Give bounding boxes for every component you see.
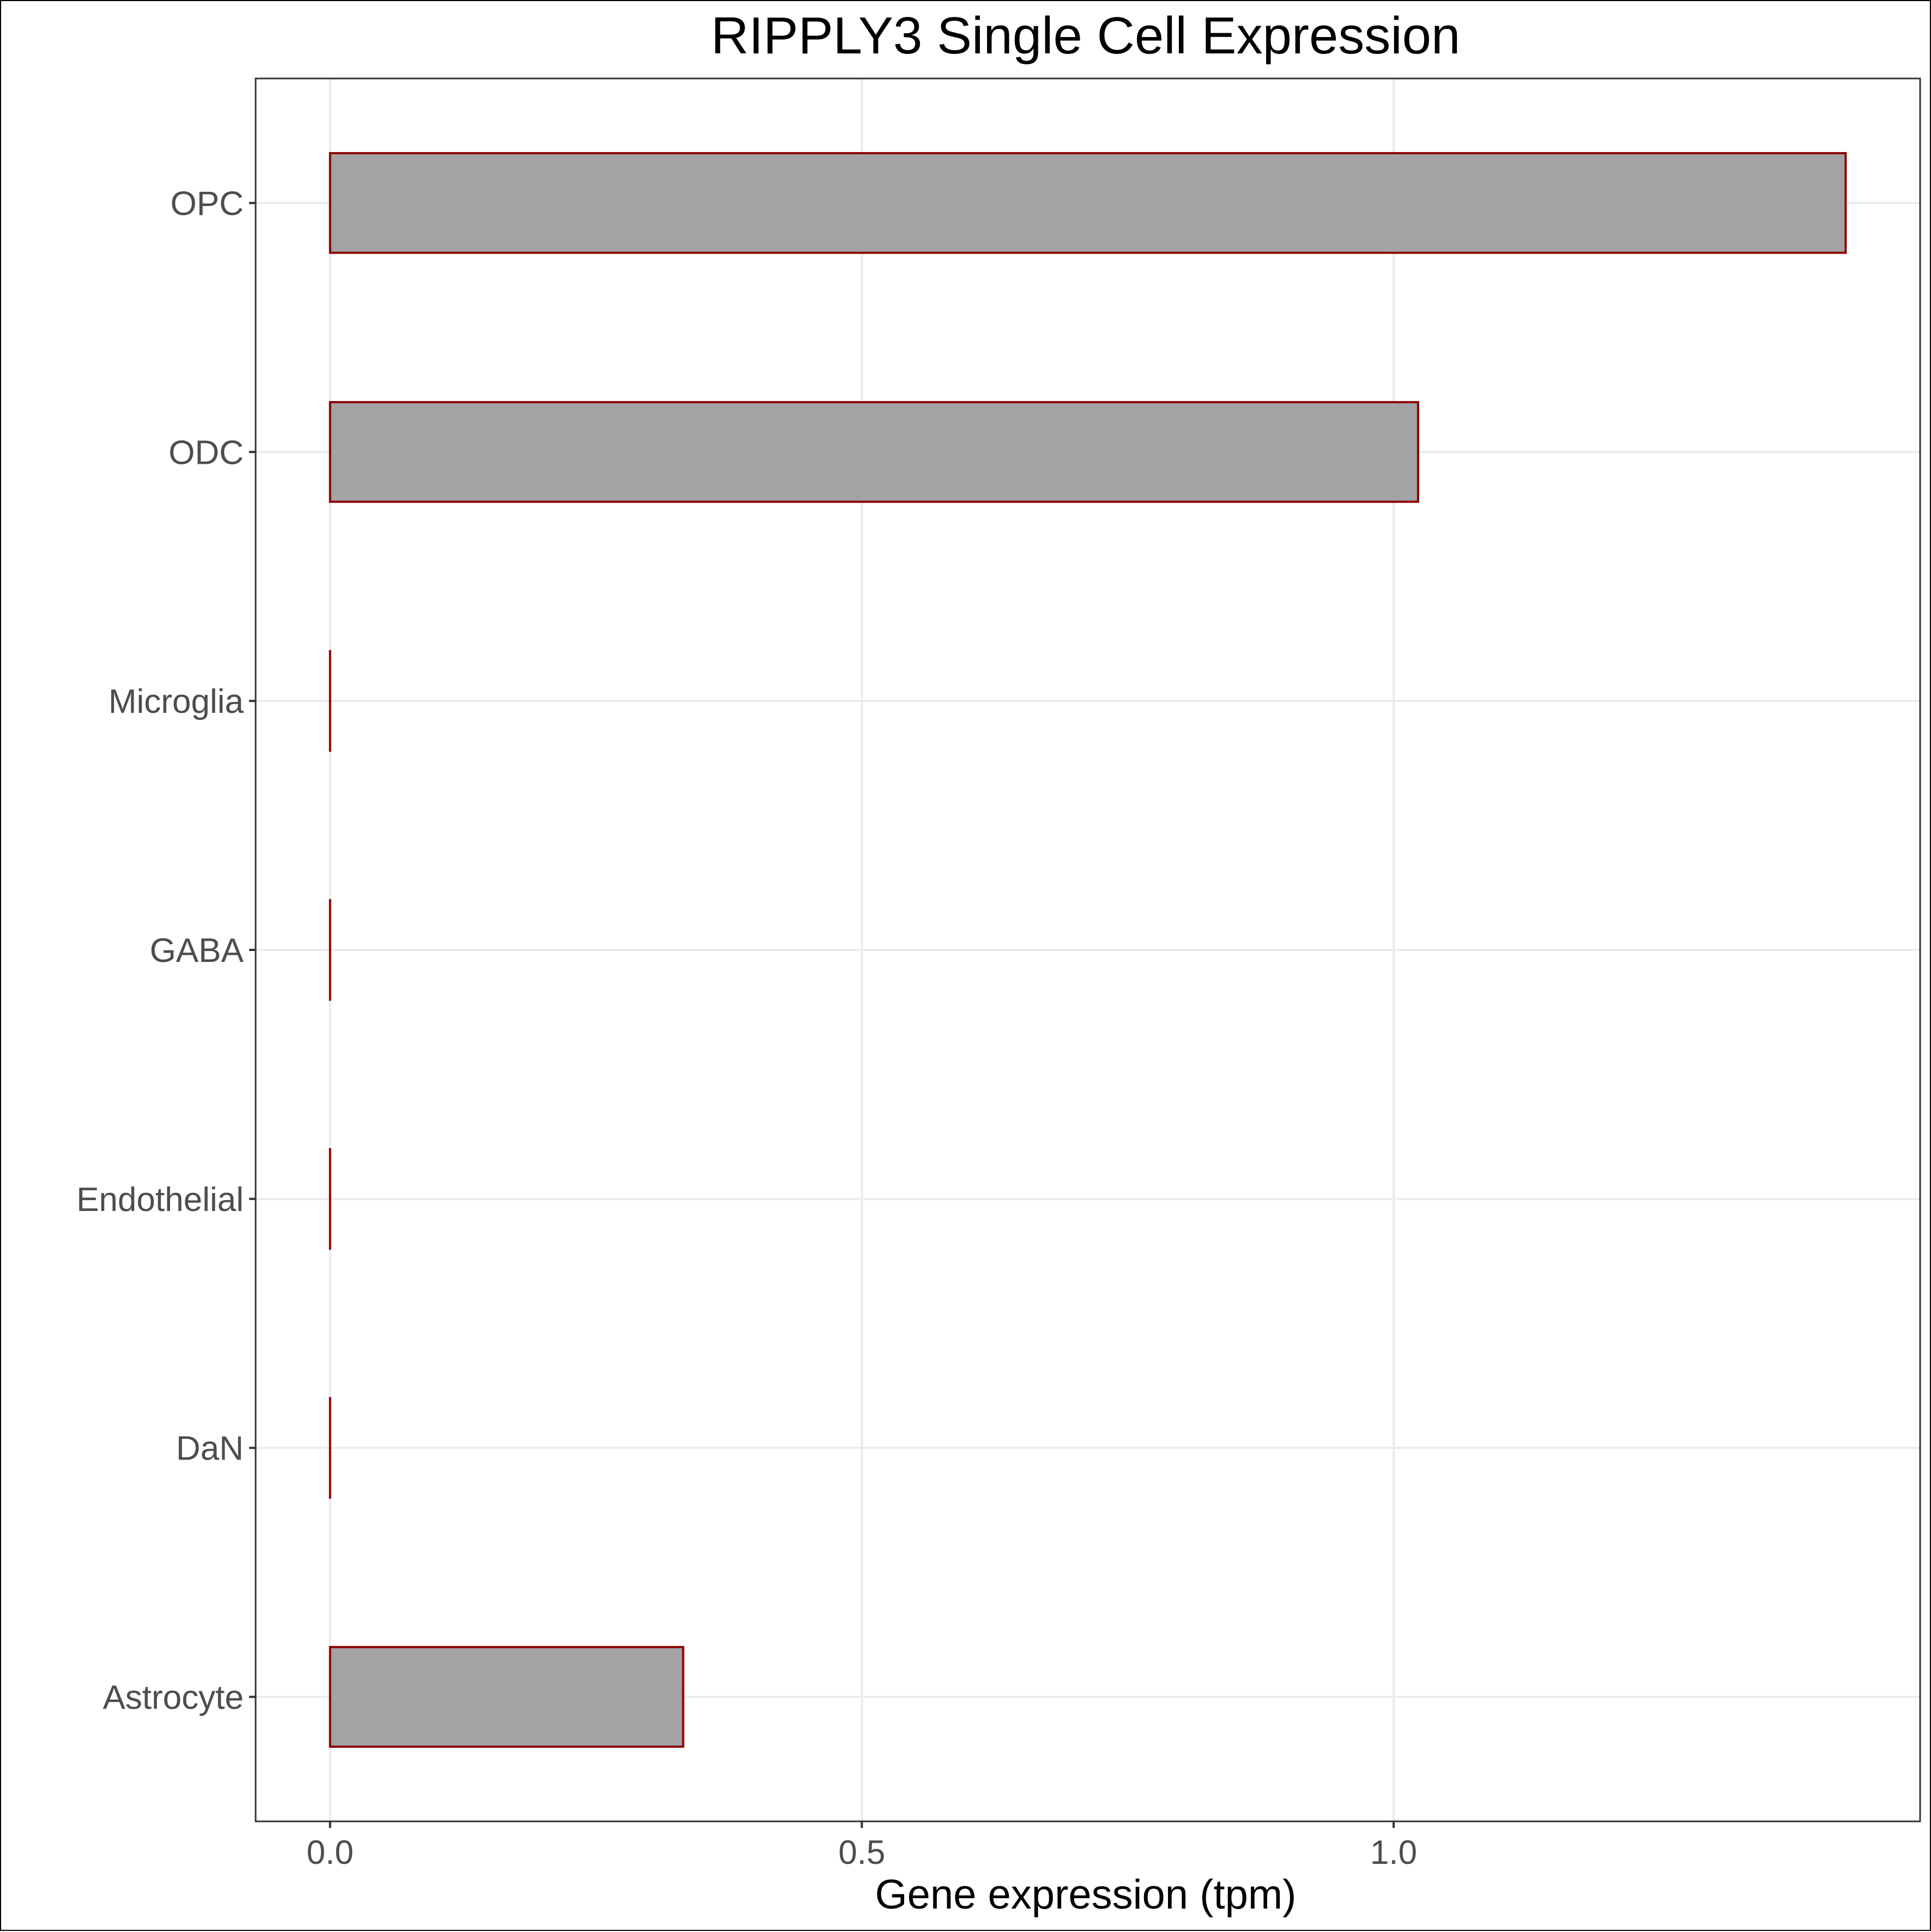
chart-title: RIPPLY3 Single Cell Expression bbox=[711, 7, 1461, 65]
y-axis: OPC ODC Microglia GABA Endothelial DaN Astrocy… bbox=[76, 185, 256, 1716]
x-axis: 0.0 0.5 1.0 bbox=[306, 1821, 1417, 1872]
bar-opc bbox=[330, 153, 1846, 253]
x-tick-label: 0.0 bbox=[306, 1834, 353, 1872]
y-tick-label: Microglia bbox=[108, 683, 244, 720]
x-axis-label: Gene expression (tpm) bbox=[875, 1872, 1297, 1918]
y-tick-label: Astrocyte bbox=[103, 1679, 244, 1717]
grid-lines bbox=[256, 78, 1920, 1821]
bar-astrocyte bbox=[330, 1647, 683, 1747]
bar-odc bbox=[330, 402, 1418, 502]
y-tick-label: DaN bbox=[176, 1430, 244, 1468]
y-tick-label: OPC bbox=[171, 185, 244, 222]
x-tick-label: 1.0 bbox=[1370, 1834, 1417, 1872]
x-tick-label: 0.5 bbox=[838, 1834, 885, 1872]
y-tick-label: Endothelial bbox=[76, 1181, 244, 1219]
y-tick-label: ODC bbox=[168, 434, 244, 471]
y-tick-label: GABA bbox=[150, 932, 244, 970]
